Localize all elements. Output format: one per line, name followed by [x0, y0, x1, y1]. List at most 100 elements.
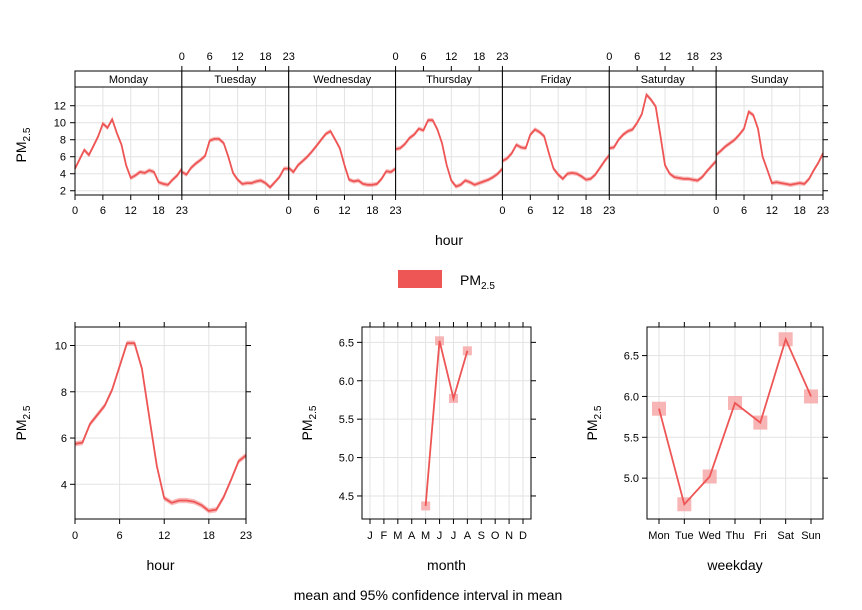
strip-label-monday: Monday	[109, 74, 149, 86]
x-axis-label: hour	[435, 232, 463, 248]
y-tick-label: 5.0	[624, 473, 639, 485]
x-tick-label: 0	[179, 51, 185, 63]
x-tick-label: 23	[283, 51, 295, 63]
series-line-sunday	[715, 110, 824, 186]
x-tick-label: 6	[314, 205, 320, 217]
panel-thursday: Thursday 0 6 12 18 23	[393, 51, 509, 196]
series-line-wednesday	[288, 129, 397, 186]
x-tick-label: 18	[259, 51, 271, 63]
y-tick-label: 6.5	[339, 337, 354, 349]
x-tick-label: Sat	[777, 530, 794, 542]
ci-band	[75, 340, 246, 514]
series-line-thursday	[395, 119, 504, 188]
x-tick-label: 23	[240, 530, 252, 542]
x-tick-label: 23	[603, 205, 615, 217]
panel-tuesday: Tuesday 0 6 12 18 23	[179, 51, 295, 196]
x-tick-label: 18	[794, 205, 806, 217]
x-tick-label: 23	[176, 205, 188, 217]
x-tick-label: 0	[499, 205, 505, 217]
x-tick-label: 0	[72, 205, 78, 217]
panel-frame	[181, 86, 290, 196]
strip-label-tuesday: Tuesday	[214, 74, 256, 86]
hour-panel: 0 6 12 18 23 4 6 8 10 PM2.5 hour	[13, 322, 252, 573]
x-tick-label: 18	[203, 530, 215, 542]
x-axis-label: hour	[146, 557, 174, 573]
x-tick-label: 12	[552, 205, 564, 217]
x-tick-label: 23	[710, 51, 722, 63]
strip-label-sunday: Sunday	[751, 74, 789, 86]
x-tick-label: 23	[496, 51, 508, 63]
ci-band-thursday	[395, 118, 503, 189]
x-tick-label: Tue	[675, 530, 694, 542]
panel-saturday: Saturday 0 6 12 18 23	[606, 51, 722, 196]
x-tick-label: J	[451, 530, 457, 542]
panel-wednesday: Wednesday 0 6 12 18 23	[286, 70, 402, 217]
panel-frame	[361, 326, 532, 520]
x-tick-label: F	[381, 530, 388, 542]
x-tick-label: 18	[473, 51, 485, 63]
x-tick-label: 6	[420, 51, 426, 63]
legend-label: PM2.5	[460, 272, 495, 292]
outer-frame	[74, 70, 824, 196]
y-tick-label: 2	[60, 186, 66, 198]
x-tick-label: D	[519, 530, 527, 542]
x-tick-label: S	[478, 530, 485, 542]
x-tick-label: 0	[72, 530, 78, 542]
ci-marker	[804, 389, 818, 404]
y-tick-label: 8	[61, 387, 67, 399]
hour-by-weekday-panel: Monday 0 6 12 18 23 Tuesday 0 6 12 18 23 Wednesday 0 6…	[13, 51, 829, 248]
y-tick-label: 6.0	[339, 376, 354, 388]
y-axis-label: PM2.5	[13, 127, 33, 162]
y-tick-label: 6	[60, 152, 66, 164]
y-axis-label: PM2.5	[299, 405, 319, 440]
y-tick-label: 6.0	[624, 391, 639, 403]
series-line	[424, 340, 469, 506]
y-axis-label: PM2.5	[13, 405, 33, 440]
y-tick-label: 4.5	[339, 491, 354, 503]
x-tick-label: 6	[634, 51, 640, 63]
x-tick-label: 12	[766, 205, 778, 217]
x-tick-label: 18	[687, 51, 699, 63]
x-tick-label: 12	[125, 205, 137, 217]
x-tick-label: 6	[207, 51, 213, 63]
y-tick-label: 10	[55, 341, 67, 353]
x-tick-label: N	[505, 530, 513, 542]
strip-label-thursday: Thursday	[426, 74, 472, 86]
x-tick-label: 18	[366, 205, 378, 217]
panel-frame	[74, 326, 247, 520]
weekday-panel: Mon Tue Wed Thu Fri Sat Sun 5.0 5.5 6.0 6.5 PM2.5 we…	[584, 322, 828, 573]
x-axis-label: month	[427, 557, 466, 573]
series-line	[74, 342, 247, 512]
x-tick-label: 12	[659, 51, 671, 63]
x-tick-label: 23	[389, 205, 401, 217]
series-line-friday	[501, 128, 611, 181]
x-tick-label: J	[437, 530, 443, 542]
x-tick-label: 18	[153, 205, 165, 217]
x-tick-label: Mon	[648, 530, 669, 542]
x-tick-label: 23	[817, 205, 829, 217]
panel-frame	[74, 86, 183, 196]
x-tick-label: 12	[338, 205, 350, 217]
x-tick-label: O	[491, 530, 500, 542]
x-tick-label: 0	[713, 205, 719, 217]
x-tick-label: A	[464, 530, 472, 542]
strip-label-saturday: Saturday	[641, 74, 686, 86]
x-tick-label: 6	[117, 530, 123, 542]
y-tick-label: 5.0	[339, 453, 354, 465]
legend: PM2.5	[398, 270, 495, 292]
x-tick-label: A	[408, 530, 416, 542]
x-tick-label: Wed	[698, 530, 720, 542]
x-tick-label: 6	[741, 205, 747, 217]
footer-caption: mean and 95% confidence interval in mean	[294, 587, 563, 603]
x-tick-label: M	[421, 530, 430, 542]
series-line-tuesday	[181, 138, 289, 189]
x-tick-label: 0	[393, 51, 399, 63]
x-tick-label: 12	[158, 530, 170, 542]
ci-marker	[421, 501, 431, 511]
x-tick-label: Fri	[754, 530, 767, 542]
series-line	[658, 336, 812, 507]
x-tick-label: M	[393, 530, 402, 542]
legend-swatch	[398, 270, 442, 288]
x-tick-label: 12	[231, 51, 243, 63]
